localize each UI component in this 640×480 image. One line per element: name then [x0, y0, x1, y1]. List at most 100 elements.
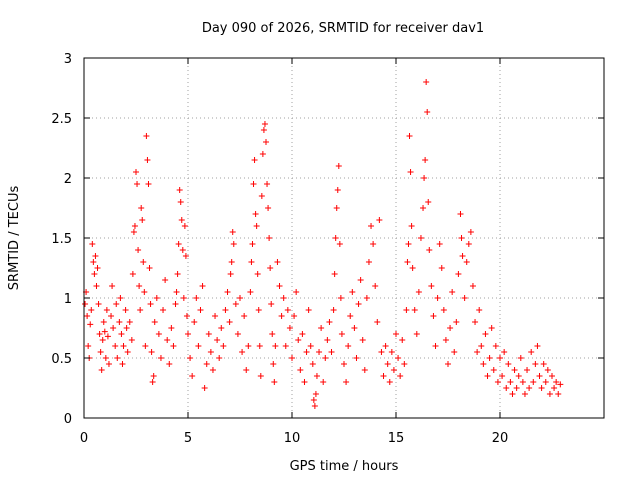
data-point — [405, 241, 412, 247]
data-point — [90, 259, 97, 265]
data-point — [465, 241, 472, 247]
data-point — [378, 349, 385, 355]
data-point — [263, 139, 269, 145]
data-point — [286, 325, 293, 331]
data-point — [241, 313, 248, 319]
data-point — [438, 265, 445, 271]
data-point — [409, 265, 416, 271]
data-point — [347, 313, 354, 319]
data-point — [408, 223, 415, 229]
x-tick-label: 0 — [80, 431, 88, 446]
data-point — [363, 295, 370, 301]
data-point — [245, 343, 252, 349]
data-point — [173, 289, 180, 295]
data-point — [199, 283, 206, 289]
data-point — [193, 295, 200, 301]
data-point — [326, 319, 333, 325]
chart-title: Day 090 of 2026, SRMTID for receiver dav… — [202, 21, 484, 36]
data-point — [511, 367, 518, 373]
data-point — [142, 343, 149, 349]
data-point — [243, 367, 250, 373]
data-point — [521, 391, 528, 397]
data-point — [178, 217, 185, 223]
data-point — [517, 355, 524, 361]
data-point — [179, 247, 186, 253]
data-point — [312, 391, 319, 397]
data-point — [484, 373, 491, 379]
data-point — [399, 337, 406, 343]
data-point — [316, 349, 323, 355]
data-point — [85, 343, 92, 349]
data-point — [162, 277, 169, 283]
data-point — [503, 385, 510, 391]
data-point — [248, 259, 255, 265]
data-point — [337, 295, 344, 301]
data-point — [382, 343, 389, 349]
data-point — [299, 331, 306, 337]
data-point — [175, 241, 182, 247]
data-point — [228, 259, 235, 265]
data-point — [406, 133, 413, 139]
data-point — [368, 223, 375, 229]
data-point — [201, 385, 208, 391]
data-point — [284, 307, 291, 313]
data-point — [174, 271, 181, 277]
data-point — [232, 301, 239, 307]
data-point — [130, 229, 137, 235]
data-point — [551, 385, 558, 391]
data-point — [361, 367, 368, 373]
data-point — [104, 333, 111, 340]
data-point — [351, 325, 358, 331]
data-point — [282, 343, 289, 349]
data-point — [492, 343, 499, 349]
x-tick-label: 20 — [492, 431, 509, 446]
data-point — [274, 259, 281, 265]
data-point — [349, 289, 356, 295]
data-point — [311, 403, 318, 409]
data-point — [129, 271, 136, 277]
data-point — [247, 289, 254, 295]
data-point — [546, 391, 553, 397]
data-point — [322, 355, 329, 361]
data-point — [357, 277, 364, 283]
data-point — [105, 361, 112, 367]
data-point — [509, 391, 516, 397]
data-point — [494, 379, 501, 385]
data-point — [393, 331, 399, 337]
data-point — [524, 367, 531, 373]
data-point — [476, 307, 483, 313]
data-point — [237, 295, 243, 301]
data-point — [239, 349, 246, 355]
data-point — [519, 379, 526, 385]
data-point — [99, 337, 106, 343]
data-point — [267, 265, 274, 271]
data-point — [370, 241, 377, 247]
data-point — [257, 373, 264, 379]
y-tick-label: 2.5 — [51, 112, 72, 127]
data-point — [87, 321, 94, 328]
x-tick-label: 15 — [388, 431, 405, 446]
data-point — [301, 379, 308, 385]
y-tick-label: 0.5 — [51, 352, 72, 367]
data-point — [549, 373, 555, 379]
data-point — [455, 271, 462, 277]
tick-labels: 0 5 10 15 20 0 0.5 1 1.5 2 2.5 3 — [51, 52, 508, 446]
data-point — [209, 367, 216, 373]
data-point — [117, 295, 124, 301]
data-point — [101, 328, 108, 335]
data-point — [97, 349, 104, 355]
data-point — [92, 253, 99, 259]
data-point — [157, 355, 164, 361]
data-point — [195, 343, 202, 349]
data-point — [155, 331, 162, 337]
data-point — [436, 241, 443, 247]
data-point — [271, 379, 278, 385]
data-point — [395, 355, 402, 361]
data-point — [135, 247, 142, 253]
data-point — [474, 349, 481, 355]
data-point — [133, 169, 139, 175]
data-point — [146, 265, 153, 271]
data-point — [440, 307, 447, 313]
data-point — [303, 349, 310, 355]
data-point — [214, 337, 221, 343]
